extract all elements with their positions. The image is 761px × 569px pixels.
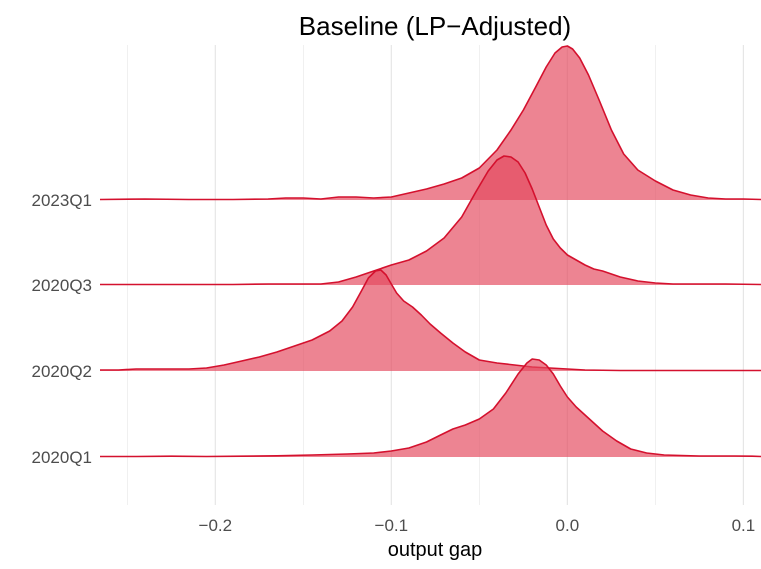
ridge-2020Q1 [100, 358, 761, 458]
ridge-area-2020Q3 [100, 156, 761, 285]
y-tick-label-2020Q1: 2020Q1 [32, 448, 93, 467]
x-tick-label: −0.1 [375, 516, 409, 535]
ridge-2020Q3 [100, 155, 761, 286]
ridge-area-2023Q1 [100, 46, 761, 200]
y-tick-label-2020Q3: 2020Q3 [32, 276, 93, 295]
y-tick-label-2020Q2: 2020Q2 [32, 362, 93, 381]
x-tick-label: 0.1 [732, 516, 756, 535]
x-tick-labels: −0.2 −0.1 0.0 0.1 [199, 516, 756, 535]
x-axis-title: output gap [388, 539, 483, 561]
ridge-2020Q2 [100, 269, 761, 372]
y-tick-label-2023Q1: 2023Q1 [32, 191, 93, 210]
ridge-line-2020Q3 [100, 155, 761, 286]
y-tick-labels: 2020Q1 2020Q2 2020Q3 2023Q1 [32, 191, 93, 467]
ridge-line-2023Q1 [99, 45, 761, 201]
x-tick-label: −0.2 [199, 516, 233, 535]
ridge-line-2020Q1 [100, 358, 761, 458]
ridge-2023Q1 [99, 45, 761, 201]
ridge-area-2020Q2 [100, 270, 761, 371]
ridge-area-2020Q1 [100, 359, 761, 457]
ridge-series [99, 45, 761, 458]
x-tick-label: 0.0 [556, 516, 580, 535]
chart-title: Baseline (LP−Adjusted) [299, 11, 571, 41]
ridge-line-2020Q2 [100, 269, 761, 372]
